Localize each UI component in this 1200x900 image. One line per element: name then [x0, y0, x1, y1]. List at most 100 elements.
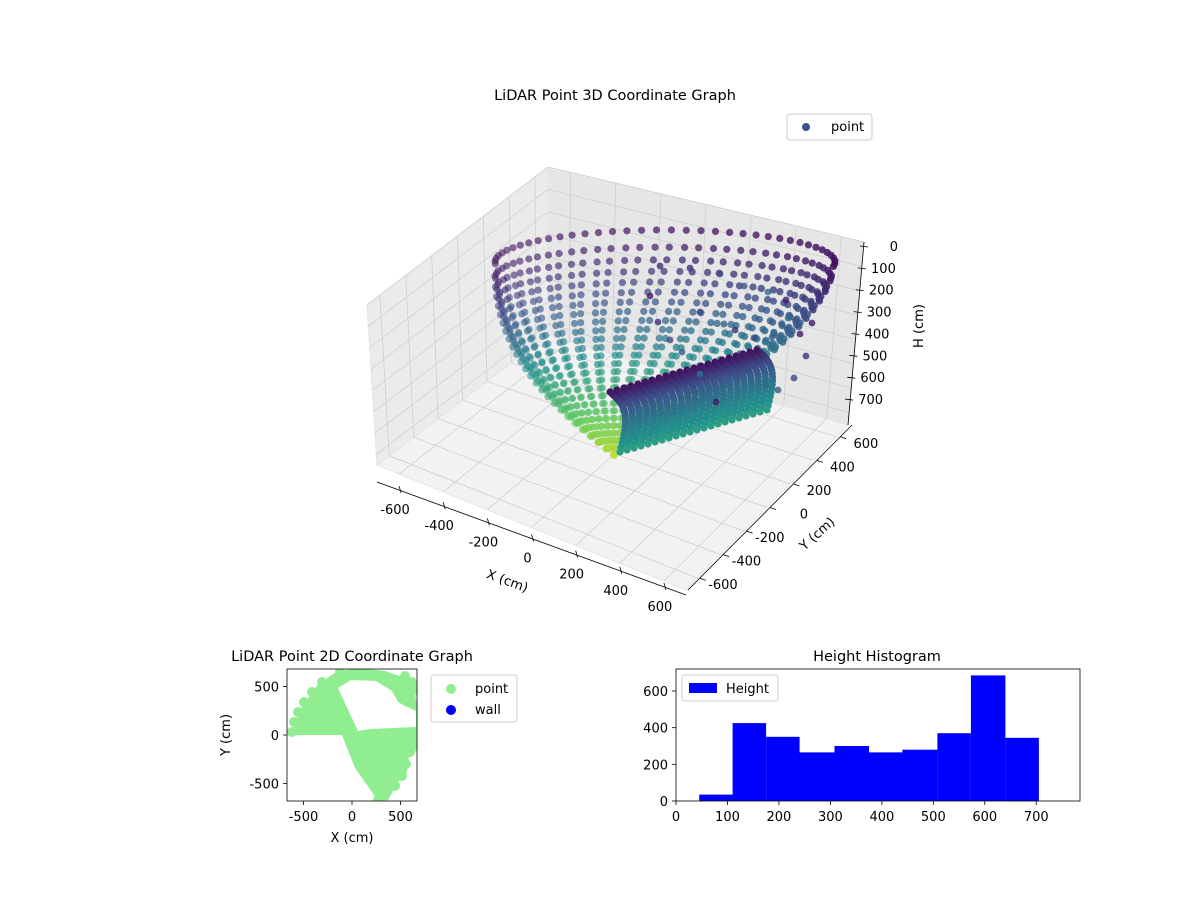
chart-3d-point [702, 327, 710, 335]
chart-3d-z-tick [857, 267, 866, 270]
chart-3d-z-axis-line [847, 241, 865, 426]
chart-3d-point [745, 260, 753, 268]
chart-3d-point [632, 343, 640, 351]
chart-3d-point [525, 239, 533, 247]
chart-3d-point [804, 241, 813, 249]
chart-3d-point [658, 343, 666, 351]
chart-3d-point [701, 337, 709, 345]
chart-3d-gridline [431, 255, 439, 419]
chart-3d-y-tick-label: 400 [830, 460, 855, 475]
chart-3d-gridline [482, 216, 488, 382]
chart-2d-point [317, 677, 327, 687]
chart-3d-point [648, 267, 656, 275]
chart-3d-point [678, 256, 687, 264]
chart-3d-point [700, 279, 708, 287]
chart-3d-point [579, 259, 587, 267]
chart-3d-point [658, 436, 666, 444]
chart-3d-point [608, 228, 617, 236]
chart-2d-legend: point wall [430, 674, 518, 723]
chart-3d-point [792, 255, 801, 263]
chart-3d-point [693, 426, 701, 434]
chart-3d-point [617, 343, 625, 351]
chart-3d-legend: point [786, 113, 873, 141]
chart-3d-point [598, 326, 606, 334]
chart-3d-point [697, 227, 705, 235]
chart-3d-x-tick [663, 582, 667, 591]
chart-3d-point [783, 253, 792, 261]
chart-3d-point [612, 343, 620, 351]
chart-3d-point [788, 267, 796, 275]
chart-3d-point [570, 311, 578, 319]
chart-3d-point [577, 310, 585, 318]
chart-3d-point [555, 293, 563, 301]
chart-3d-point [681, 326, 689, 334]
chart-3d-point [546, 348, 555, 356]
chart-3d-point [556, 371, 564, 380]
chart-3d-point [505, 324, 513, 332]
chart-3d-point [637, 343, 646, 351]
chart-3d-point [707, 422, 715, 430]
chart-3d-z-tick-label: 600 [860, 371, 885, 386]
chart-3d-point [774, 386, 782, 394]
chart-3d-y-tick [769, 507, 777, 510]
chart-histogram: Height Histogram 0 100 200 300 400 500 600 7000… [643, 649, 1081, 825]
histogram-x-tick-label: 400 [869, 810, 894, 825]
chart-3d-z-tick [855, 289, 864, 292]
chart-3d-point [512, 320, 520, 328]
chart-3d-point [602, 414, 611, 423]
chart-3d-point [687, 327, 695, 335]
chart-3d-point [769, 318, 777, 326]
chart-3d-point [716, 270, 724, 278]
chart-3d-point [744, 293, 752, 301]
chart-3d-point [550, 313, 558, 321]
chart-3d-point [749, 283, 757, 291]
chart-3d-y-tick-label: 0 [800, 508, 808, 523]
chart-3d-point [686, 428, 694, 436]
chart-3d-point [578, 409, 586, 417]
chart-3d-point [503, 262, 511, 270]
histogram-bars [699, 675, 1039, 802]
chart-3d-z-tick-label: 100 [871, 262, 896, 277]
chart-3d-point [504, 284, 512, 292]
chart-3d-point [518, 337, 526, 345]
chart-3d-point [723, 245, 731, 253]
chart-3d-point [651, 438, 659, 446]
chart-3d-point [560, 379, 568, 387]
chart-3d-point [778, 322, 786, 330]
chart-3d-point [590, 400, 598, 408]
chart-3d-point [769, 297, 778, 305]
chart-3d-point [711, 227, 720, 235]
chart-3d-point [739, 230, 747, 238]
chart-3d-y-tick-label: 200 [807, 484, 832, 499]
chart-3d-point [566, 402, 574, 411]
chart-3d-point [749, 410, 757, 418]
chart-3d-point [509, 259, 517, 267]
chart-3d-x-tick-label: -400 [424, 519, 454, 534]
chart-3d-point [610, 414, 618, 422]
chart-3d-point [794, 304, 802, 312]
chart-3d-point [546, 285, 554, 293]
chart-3d-point [572, 328, 580, 336]
chart-2d-point [405, 747, 415, 757]
chart-3d-point [523, 317, 531, 325]
chart-3d-point [757, 284, 765, 292]
chart-3d-point [756, 408, 764, 416]
chart-3d-title: LiDAR Point 3D Coordinate Graph [494, 88, 736, 104]
chart-3d-point [581, 230, 589, 238]
chart-3d-point [539, 323, 548, 331]
chart-3d-point [719, 258, 727, 266]
chart-3d-zlabel: H (cm) [912, 304, 927, 348]
chart-3d-point [709, 244, 718, 253]
chart-3d-point [578, 270, 586, 278]
chart-3d-point [679, 430, 687, 438]
chart-3d-point [534, 276, 542, 284]
chart-3d-point [616, 298, 624, 306]
chart-3d-point [665, 307, 673, 315]
chart-3d-point [583, 416, 591, 424]
chart-3d-point [613, 326, 621, 334]
chart-3d-point [739, 313, 747, 321]
chart-3d-point [591, 318, 600, 326]
chart-3d-point [599, 392, 607, 400]
chart-3d-point [685, 317, 693, 325]
chart-3d-point [549, 304, 557, 312]
